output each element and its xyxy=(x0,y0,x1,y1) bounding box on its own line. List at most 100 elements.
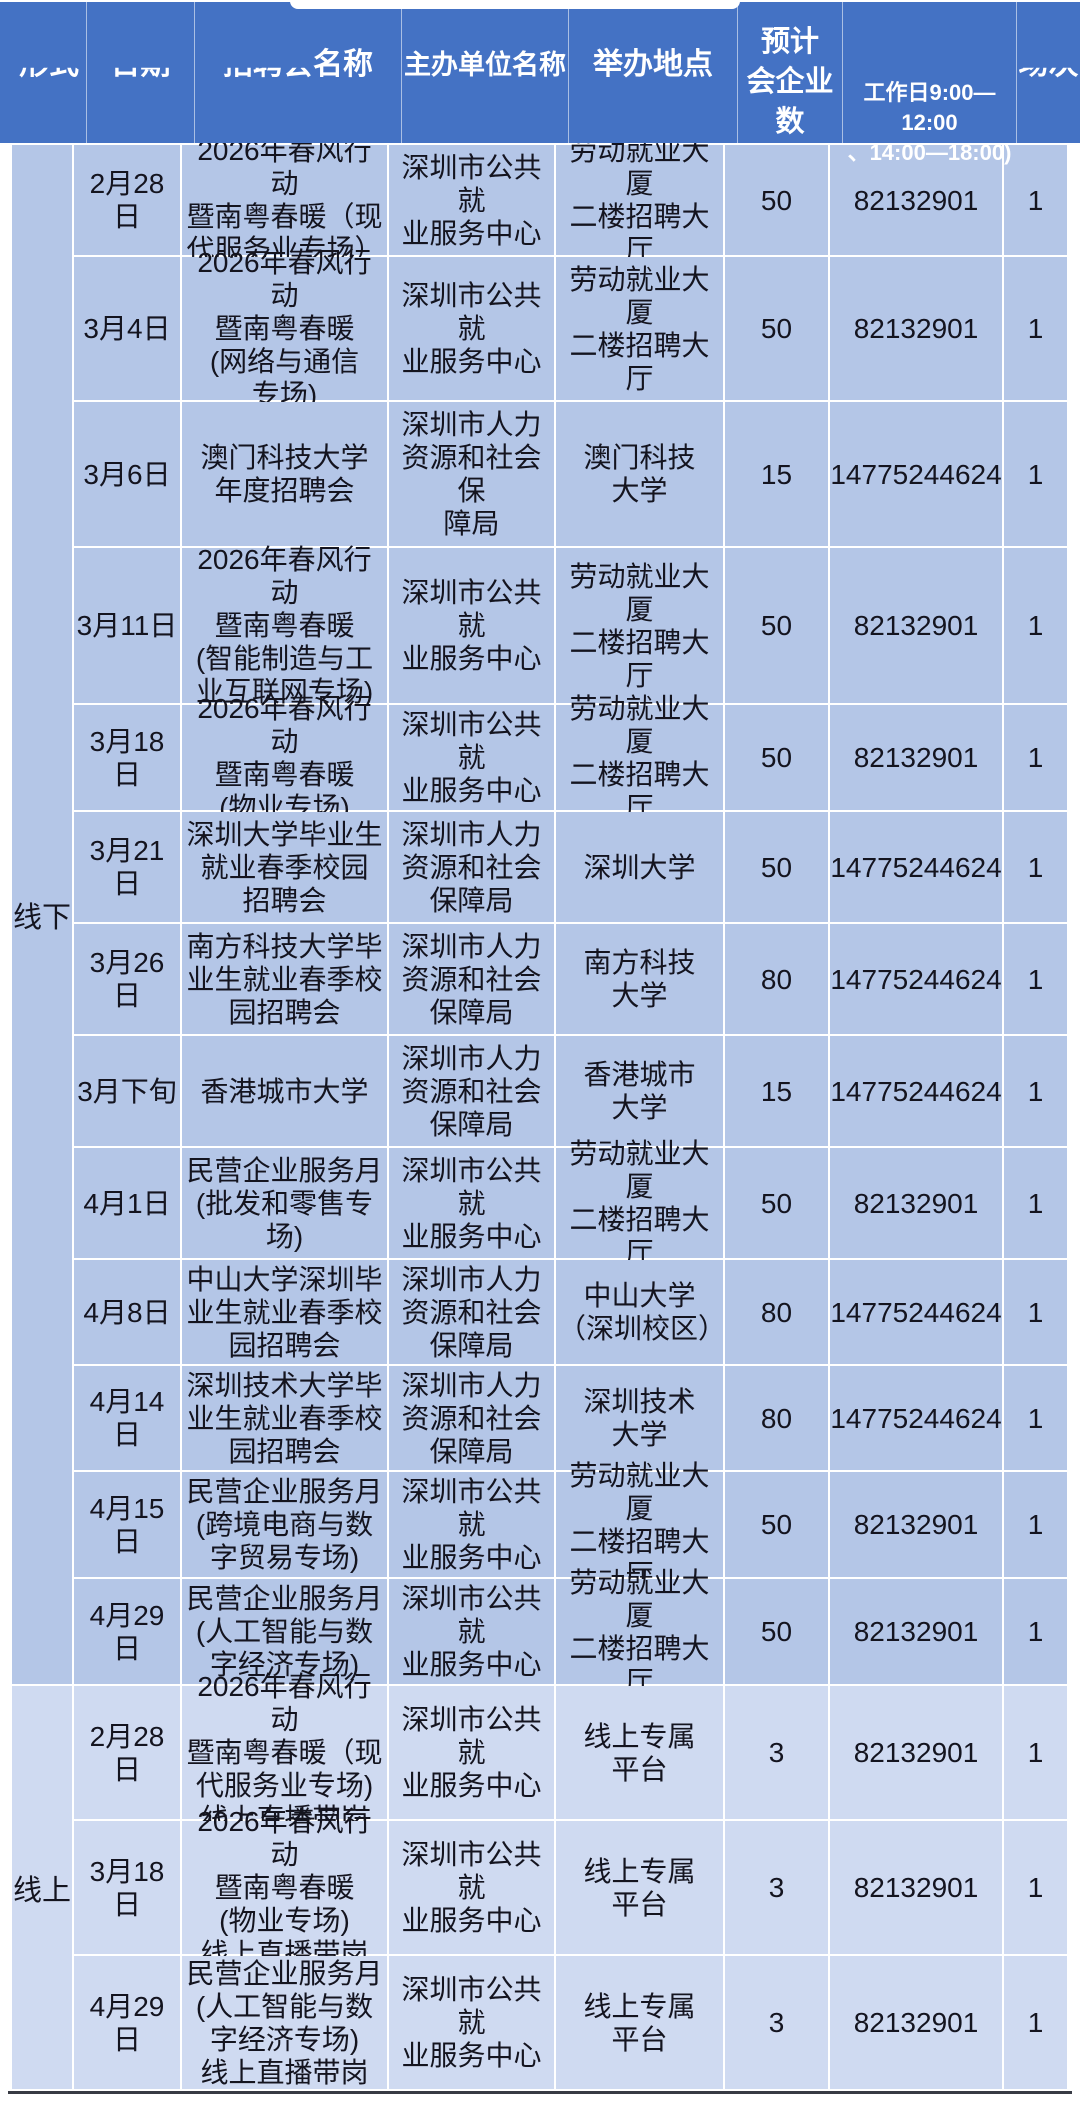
fair-name-cell: 民营企业服务月 (人工智能与数 字经济专场) xyxy=(182,1579,387,1684)
organizer-cell: 深圳市公共就 业服务中心 xyxy=(389,145,554,255)
fair-name-cell: 2026年春风行动 暨南粤春暖（现 代服务业专场) 线上直播带岗 xyxy=(182,1671,387,1834)
phone-cell: 82132901 xyxy=(830,257,1002,400)
companies-cell: 15 xyxy=(725,402,828,546)
organizer-cell: 深圳市人力 资源和社会保 障局 xyxy=(389,402,554,546)
table-row: 3月21日 深圳大学毕业生 就业春季校园 招聘会 深圳市人力 资源和社会 保障局… xyxy=(74,812,1067,922)
phone-cell: 82132901 xyxy=(830,1472,1002,1577)
phone-cell: 82132901 xyxy=(830,548,1002,703)
companies-cell: 3 xyxy=(725,1956,828,2089)
table-body: 线下 2月28日 2026年春风行动 暨南粤春暖（现 代服务业专场） 深圳市公共… xyxy=(12,135,1067,2089)
header-col-form: 形式 xyxy=(12,2,86,143)
organizer-cell: 深圳市人力 资源和社会 保障局 xyxy=(389,1260,554,1364)
venue-cell: 劳动就业大厦 二楼招聘大厅 xyxy=(556,1460,723,1590)
section-online: 线上 2月28日 2026年春风行动 暨南粤春暖（现 代服务业专场) 线上直播带… xyxy=(12,1671,1067,2089)
date-cell: 3月下旬 xyxy=(74,1036,180,1146)
sessions-cell: 1 xyxy=(1004,145,1067,255)
venue-cell: 香港城市 大学 xyxy=(556,1036,723,1146)
date-cell: 3月26日 xyxy=(74,924,180,1034)
table-row: 3月6日 澳门科技大学 年度招聘会 深圳市人力 资源和社会保 障局 澳门科技 大… xyxy=(74,402,1067,546)
date-cell: 4月14日 xyxy=(74,1366,180,1470)
organizer-cell: 深圳市人力 资源和社会 保障局 xyxy=(389,1036,554,1146)
fair-name-cell: 中山大学深圳毕 业生就业春季校 园招聘会 xyxy=(182,1260,387,1364)
phone-cell: 82132901 xyxy=(830,1148,1002,1258)
table-header-row: 形式 日期 招聘会 名称 主办单位名称 举办地点 预计 会企业 数 工作日9:00… xyxy=(0,2,1080,165)
organizer-cell: 深圳市公共就 业服务中心 xyxy=(389,1956,554,2089)
venue-cell: 中山大学 （深圳校区） xyxy=(556,1260,726,1364)
organizer-cell: 深圳市公共就 业服务中心 xyxy=(389,548,554,703)
header-organizer-label: 主办单位名称 xyxy=(404,50,566,80)
offline-rows: 2月28日 2026年春风行动 暨南粤春暖（现 代服务业专场） 深圳市公共就 业… xyxy=(74,135,1067,1697)
companies-cell: 50 xyxy=(725,812,828,922)
sessions-cell: 1 xyxy=(1004,548,1067,703)
companies-cell: 50 xyxy=(725,1472,828,1577)
header-fair-name-clipped: 招聘会 xyxy=(223,48,313,81)
header-col-date: 日期 xyxy=(86,2,194,143)
organizer-cell: 深圳市公共就 业服务中心 xyxy=(389,1148,554,1258)
companies-cell: 50 xyxy=(725,1579,828,1684)
table-bottom-border xyxy=(8,2091,1072,2094)
fair-name-cell: 2026年春风行动 暨南粤春暖 (物业专场) xyxy=(182,693,387,823)
fair-name-cell: 香港城市大学 xyxy=(182,1036,387,1146)
venue-cell: 劳动就业大厦 二楼招聘大厅 xyxy=(556,693,723,823)
organizer-cell: 深圳市公共就 业服务中心 xyxy=(389,1686,554,1819)
table-row: 4月29日 民营企业服务月 (人工智能与数 字经济专场) 深圳市公共就 业服务中… xyxy=(74,1567,1067,1697)
sessions-cell: 1 xyxy=(1004,812,1067,922)
date-cell: 2月28日 xyxy=(74,145,180,255)
venue-cell: 劳动就业大厦 二楼招聘大厅 xyxy=(556,1138,723,1268)
date-cell: 2月28日 xyxy=(74,1686,180,1819)
venue-cell: 线上专属 平台 xyxy=(556,1956,723,2089)
fair-name-cell: 深圳大学毕业生 就业春季校园 招聘会 xyxy=(182,812,387,922)
phone-cell: 82132901 xyxy=(830,1821,1002,1954)
date-cell: 4月29日 xyxy=(74,1956,180,2089)
companies-cell: 50 xyxy=(725,548,828,703)
table-row: 4月14日 深圳技术大学毕 业生就业春季校 园招聘会 深圳市人力 资源和社会 保… xyxy=(74,1366,1067,1470)
organizer-cell: 深圳市公共就 业服务中心 xyxy=(389,1579,554,1684)
companies-cell: 80 xyxy=(725,1260,828,1364)
date-cell: 3月11日 xyxy=(74,548,180,703)
fair-name-cell: 民营企业服务月 (人工智能与数 字经济专场) 线上直播带岗 xyxy=(182,1956,387,2089)
header-col-expected-companies: 预计 会企业 数 xyxy=(737,2,842,143)
sessions-cell: 1 xyxy=(1004,1956,1067,2089)
sessions-cell: 1 xyxy=(1004,1821,1067,1954)
table-row: 4月8日 中山大学深圳毕 业生就业春季校 园招聘会 深圳市人力 资源和社会 保障… xyxy=(74,1260,1067,1364)
companies-cell: 80 xyxy=(725,924,828,1034)
header-fair-name-label: 名称 xyxy=(313,48,373,81)
section-label-offline: 线下 xyxy=(12,145,72,1684)
sessions-cell: 1 xyxy=(1004,1366,1067,1470)
phone-cell: 14775244624 xyxy=(830,1260,1002,1364)
phone-cell: 82132901 xyxy=(830,1579,1002,1684)
organizer-cell: 深圳市公共就 业服务中心 xyxy=(389,1472,554,1577)
sessions-cell: 1 xyxy=(1004,1036,1067,1146)
organizer-cell: 深圳市人力 资源和社会 保障局 xyxy=(389,812,554,922)
table-row: 3月4日 2026年春风行动 暨南粤春暖 (网络与通信 专场) 深圳市公共就 业… xyxy=(74,247,1067,410)
table-row: 3月下旬 香港城市大学 深圳市人力 资源和社会 保障局 香港城市 大学 15 1… xyxy=(74,1036,1067,1146)
phone-cell: 14775244624 xyxy=(830,924,1002,1034)
organizer-cell: 深圳市公共就 业服务中心 xyxy=(389,705,554,810)
venue-cell: 澳门科技 大学 xyxy=(556,402,723,546)
sessions-cell: 1 xyxy=(1004,1472,1067,1577)
fair-name-cell: 深圳技术大学毕 业生就业春季校 园招聘会 xyxy=(182,1366,387,1470)
fair-name-cell: 2026年春风行动 暨南粤春暖 (物业专场) 线上直播带岗 xyxy=(182,1806,387,1969)
date-cell: 3月18日 xyxy=(74,1821,180,1954)
date-cell: 3月18日 xyxy=(74,705,180,810)
companies-cell: 15 xyxy=(725,1036,828,1146)
online-rows: 2月28日 2026年春风行动 暨南粤春暖（现 代服务业专场) 线上直播带岗 深… xyxy=(74,1671,1067,2089)
sessions-cell: 1 xyxy=(1004,402,1067,546)
header-form-label: 形式 xyxy=(19,48,79,81)
organizer-cell: 深圳市公共就 业服务中心 xyxy=(389,1821,554,1954)
fair-name-cell: 2026年春风行动 暨南粤春暖 (网络与通信 专场) xyxy=(182,247,387,410)
date-cell: 4月1日 xyxy=(74,1148,180,1258)
date-cell: 3月21日 xyxy=(74,812,180,922)
table-row: 3月11日 2026年春风行动 暨南粤春暖 (智能制造与工 业互联网专场) 深圳… xyxy=(74,544,1067,707)
sessions-cell: 1 xyxy=(1004,1148,1067,1258)
date-cell: 4月29日 xyxy=(74,1579,180,1684)
header-date-label: 日期 xyxy=(110,48,171,81)
phone-cell: 82132901 xyxy=(830,1956,1002,2089)
phone-cell: 14775244624 xyxy=(830,1366,1002,1470)
companies-cell: 50 xyxy=(725,145,828,255)
fair-name-cell: 2026年春风行动 暨南粤春暖 (智能制造与工 业互联网专场) xyxy=(182,544,387,707)
venue-cell: 劳动就业大厦 二楼招聘大厅 xyxy=(556,548,723,703)
companies-cell: 3 xyxy=(725,1821,828,1954)
date-cell: 4月15日 xyxy=(74,1472,180,1577)
organizer-cell: 深圳市人力 资源和社会 保障局 xyxy=(389,1366,554,1470)
